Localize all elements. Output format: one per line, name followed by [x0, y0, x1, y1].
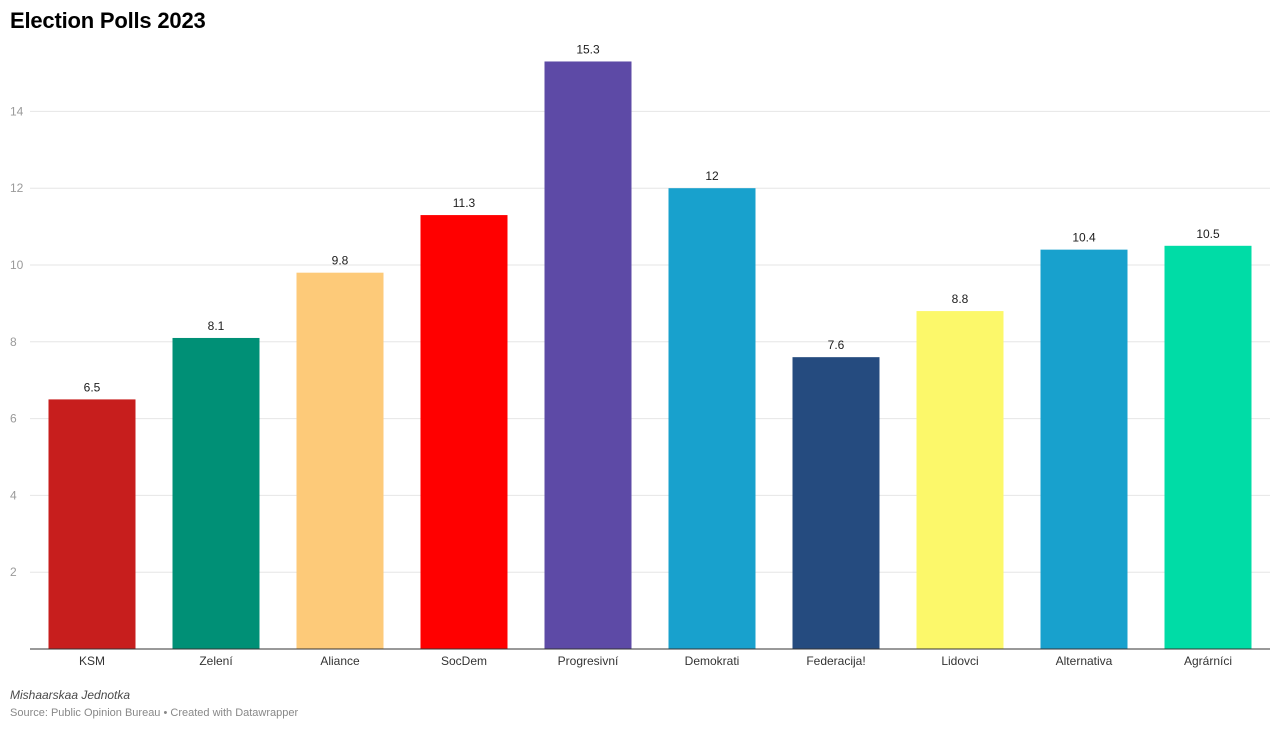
y-axis-ticks: 2 4 6 8 10 12 14 [10, 104, 24, 579]
source-note: Source: Public Opinion Bureau • Created … [10, 707, 299, 719]
value-label: 9.8 [332, 254, 349, 268]
bar-alternativa [1040, 249, 1128, 649]
category-label: Lidovci [941, 654, 978, 668]
bar-agrrnci [1164, 245, 1252, 650]
value-label: 7.6 [828, 338, 845, 352]
category-label: Alternativa [1056, 654, 1113, 668]
value-label: 6.5 [84, 380, 101, 394]
value-labels: 6.5 8.1 9.8 11.3 15.3 12 7.6 8.8 10.4 10.5 [84, 42, 1220, 394]
y-tick-label: 10 [10, 258, 24, 272]
bar-ksm [48, 399, 136, 649]
byline: Mishaarskaa Jednotka [10, 688, 131, 702]
bar-demokrati [668, 188, 756, 649]
category-labels: KSM Zelení Aliance SocDem Progresivní Demokra… [79, 654, 1232, 668]
y-tick-label: 8 [10, 335, 17, 349]
category-label: Agrárníci [1184, 654, 1232, 668]
value-label: 10.5 [1196, 227, 1220, 241]
category-label: Aliance [320, 654, 360, 668]
value-label: 8.1 [208, 319, 225, 333]
value-label: 15.3 [576, 42, 600, 56]
category-label: Progresivní [558, 654, 619, 668]
bars [48, 61, 1252, 650]
bar-federacija [792, 357, 880, 649]
bar-zelen [172, 337, 260, 649]
category-label: Demokrati [685, 654, 740, 668]
y-tick-label: 14 [10, 104, 24, 118]
chart-footer: Mishaarskaa Jednotka Source: Public Opin… [10, 686, 298, 722]
value-label: 11.3 [453, 196, 476, 210]
bar-progresivn [544, 61, 632, 650]
category-label: KSM [79, 654, 105, 668]
category-label: Federacija! [806, 654, 865, 668]
bar-lidovci [916, 311, 1004, 649]
bar-aliance [296, 272, 384, 649]
chart-title: Election Polls 2023 [10, 8, 206, 33]
value-label: 8.8 [952, 292, 969, 306]
category-label: SocDem [441, 654, 487, 668]
y-tick-label: 2 [10, 565, 17, 579]
bar-chart: 2 4 6 8 10 12 14 6.5 8.1 9.8 11.3 15.3 12 7.6 8.8 10.4… [10, 42, 1270, 668]
value-label: 12 [705, 169, 719, 183]
y-tick-label: 6 [10, 412, 17, 426]
category-label: Zelení [199, 654, 233, 668]
y-tick-label: 4 [10, 488, 17, 502]
bar-socdem [420, 215, 508, 649]
value-label: 10.4 [1072, 231, 1096, 245]
y-tick-label: 12 [10, 181, 24, 195]
